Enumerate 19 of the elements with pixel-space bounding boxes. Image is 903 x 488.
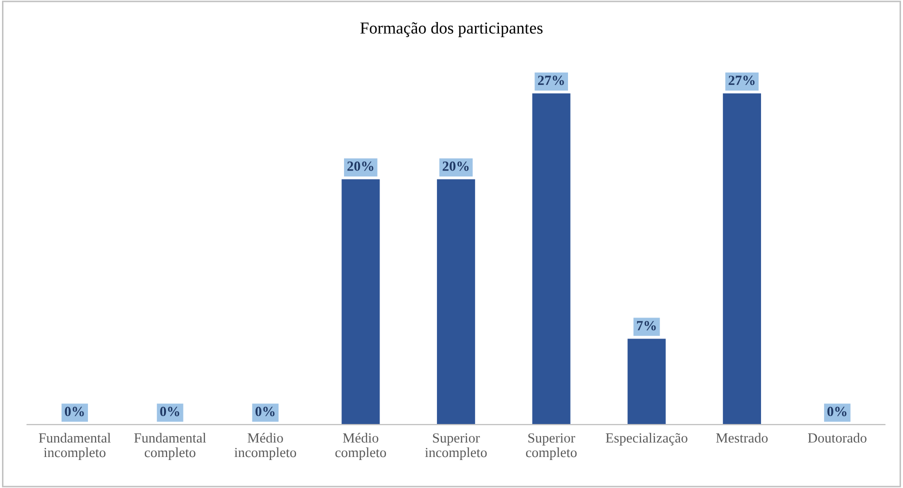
data-label: 0% bbox=[827, 406, 846, 416]
data-label: 27% bbox=[538, 76, 564, 86]
data-label: 20% bbox=[347, 162, 374, 171]
x-tick-label: Doutorado bbox=[808, 432, 866, 443]
data-label: 0% bbox=[255, 406, 274, 416]
x-tick-label: Fundamental completo bbox=[134, 432, 206, 460]
x-tick-label: Superior completo bbox=[526, 433, 577, 460]
x-tick-label: Fundamental incompleto bbox=[38, 432, 111, 460]
x-tick-label: Especialização bbox=[606, 432, 688, 446]
x-tick-label: Médio incompleto bbox=[234, 432, 296, 460]
x-tick-label: Mestrado bbox=[716, 432, 768, 443]
data-label: 27% bbox=[728, 76, 755, 86]
data-label: 0% bbox=[160, 406, 180, 416]
x-tick-label: Médio completo bbox=[335, 432, 386, 460]
data-label: 20% bbox=[442, 162, 469, 171]
x-tick-label: Superior incompleto bbox=[425, 433, 487, 460]
data-label: 0% bbox=[64, 406, 84, 416]
data-label: 7% bbox=[637, 320, 656, 330]
chart-title: Formação dos participantes bbox=[360, 22, 543, 38]
